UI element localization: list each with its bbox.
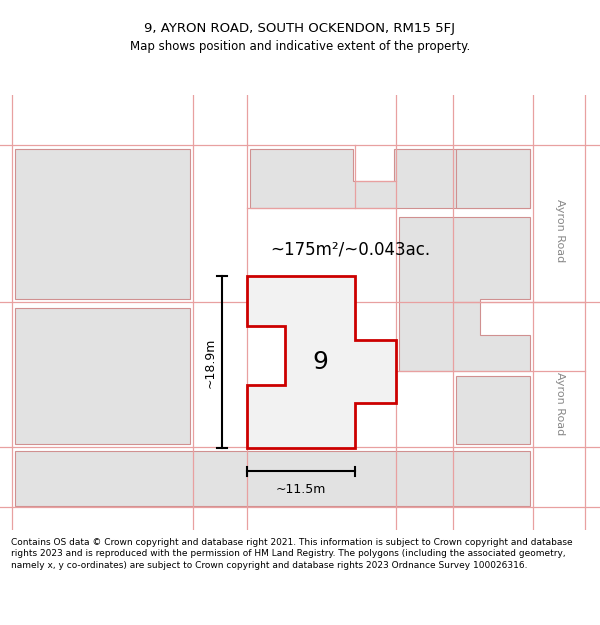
Text: 9, AYRON ROAD, SOUTH OCKENDON, RM15 5FJ: 9, AYRON ROAD, SOUTH OCKENDON, RM15 5FJ bbox=[145, 22, 455, 34]
Polygon shape bbox=[250, 149, 530, 208]
Text: Ayron Road: Ayron Road bbox=[555, 199, 565, 262]
Polygon shape bbox=[15, 308, 190, 444]
Text: ~11.5m: ~11.5m bbox=[276, 482, 326, 496]
Polygon shape bbox=[15, 451, 530, 506]
Text: Ayron Road: Ayron Road bbox=[555, 371, 565, 435]
Text: Map shows position and indicative extent of the property.: Map shows position and indicative extent… bbox=[130, 41, 470, 53]
Text: 9: 9 bbox=[312, 351, 328, 374]
Text: Contains OS data © Crown copyright and database right 2021. This information is : Contains OS data © Crown copyright and d… bbox=[11, 538, 572, 570]
Polygon shape bbox=[247, 276, 396, 449]
Polygon shape bbox=[15, 149, 190, 299]
Polygon shape bbox=[456, 149, 530, 208]
Polygon shape bbox=[456, 376, 530, 444]
Text: ~18.9m: ~18.9m bbox=[203, 337, 217, 388]
Polygon shape bbox=[399, 217, 530, 371]
Text: ~175m²/~0.043ac.: ~175m²/~0.043ac. bbox=[270, 240, 430, 258]
